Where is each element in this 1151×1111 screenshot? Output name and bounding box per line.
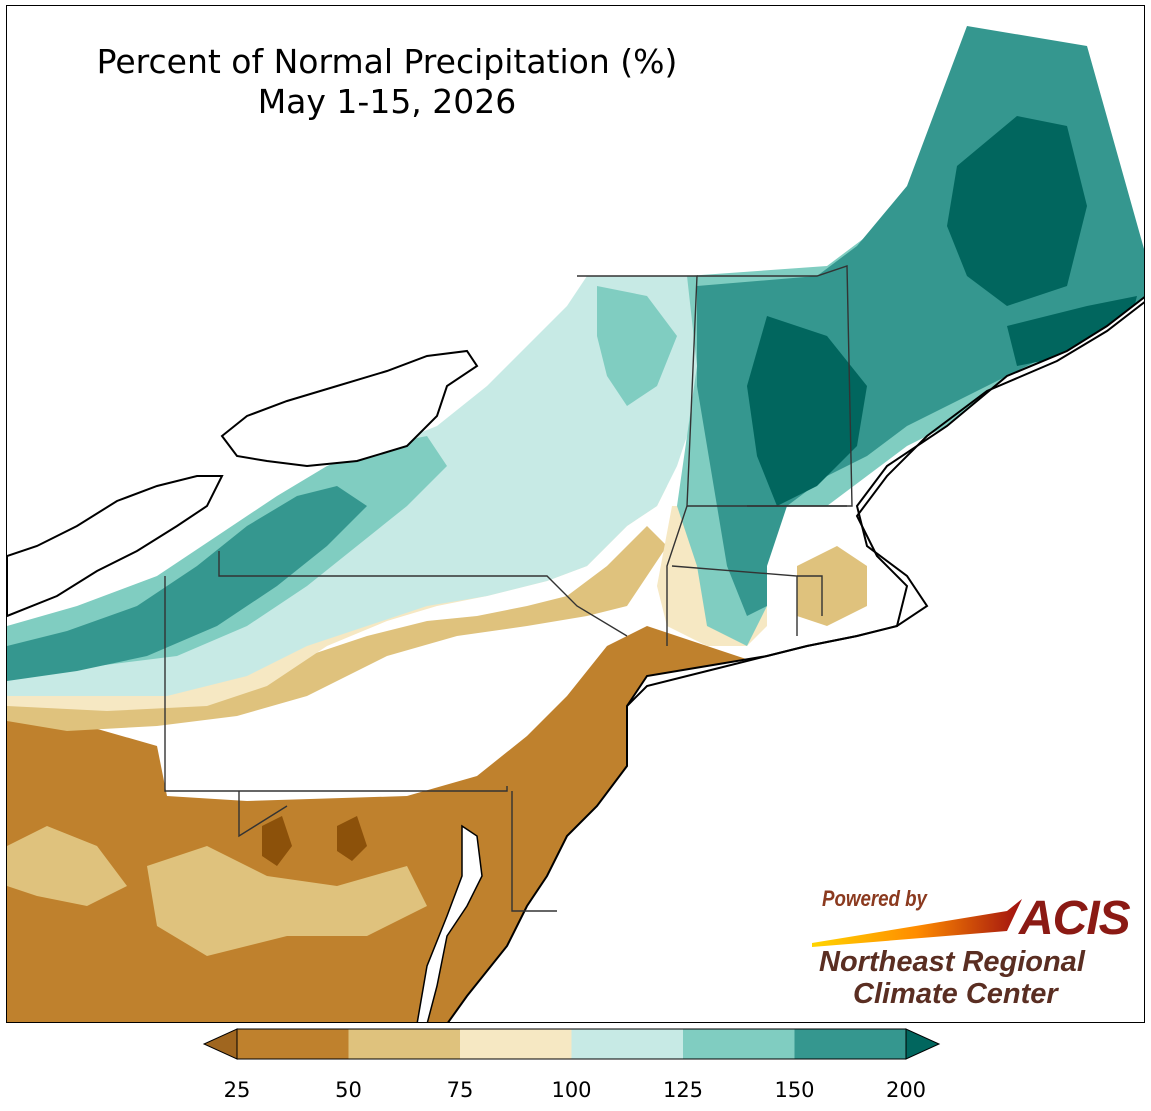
region-dark-brown-1 <box>262 816 292 866</box>
precipitation-map <box>7 26 1144 1022</box>
powered-by-text: Powered by <box>822 886 927 911</box>
nrcc-name-line2: Climate Center <box>853 978 1058 1010</box>
region-ne-darkest-2 <box>747 316 867 506</box>
legend-tick-label: 50 <box>335 1078 362 1102</box>
legend-bin-75-100 <box>460 1029 572 1059</box>
acis-swoosh <box>812 899 1022 947</box>
legend-bin-50-75 <box>348 1029 460 1059</box>
region-band-50-75 <box>7 526 667 731</box>
color-legend <box>202 1028 941 1060</box>
region-tan-patch-2 <box>7 826 127 906</box>
legend-tick-label: 100 <box>551 1078 592 1102</box>
legend-tick-label: 25 <box>223 1078 251 1102</box>
region-dark-brown-2 <box>337 816 367 861</box>
legend-bin-150-200 <box>794 1029 906 1059</box>
region-ne-darkest-3 <box>1007 296 1137 366</box>
legend-border <box>236 1028 907 1060</box>
lake-ontario <box>220 349 479 468</box>
acis-logo-text: ACIS <box>1019 892 1131 945</box>
region-band-150-200-wny <box>7 486 367 681</box>
map-subtitle: May 1-15, 2026 <box>257 82 517 121</box>
state-boundaries <box>164 265 853 912</box>
region-tan-patch-1 <box>147 846 427 956</box>
legend-bin-125-150 <box>683 1029 795 1059</box>
nrcc-name-line1: Northeast Regional <box>819 946 1085 978</box>
region-teal-ny-north <box>597 286 677 406</box>
legend-bin-100-125 <box>571 1029 683 1059</box>
coastline <box>626 301 1144 707</box>
legend-tick-label: 75 <box>446 1078 474 1102</box>
lake-erie <box>7 475 224 618</box>
region-sne-brown <box>797 546 867 626</box>
map-title: Percent of Normal Precipitation (%) <box>96 42 678 81</box>
legend-over-arrow <box>905 1028 941 1060</box>
legend-tick-label: 125 <box>662 1078 704 1102</box>
legend-under-arrow <box>202 1028 238 1060</box>
map-frame: Percent of Normal Precipitation (%) May … <box>6 5 1145 1023</box>
legend-tick-label: 150 <box>774 1078 815 1102</box>
chesapeake-bay <box>416 824 483 1022</box>
legend-bin-25-50 <box>237 1029 349 1059</box>
region-ne-darkest-1 <box>947 116 1087 306</box>
legend-tick-label: 200 <box>885 1078 927 1102</box>
